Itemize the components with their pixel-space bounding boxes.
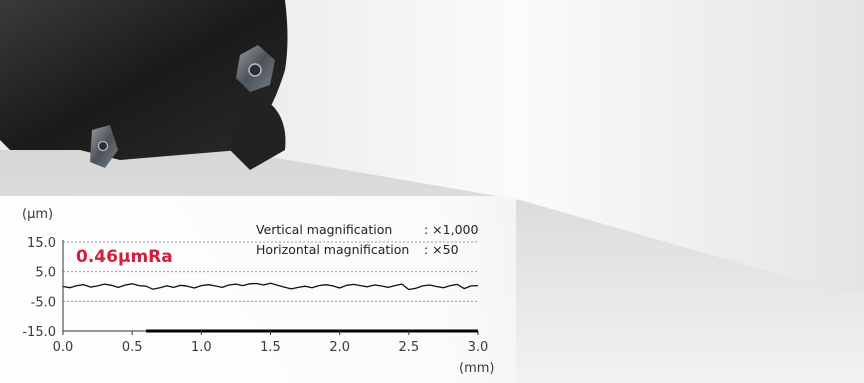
vertical-magnification-label: Vertical magnification [256,222,392,237]
x-unit-label: (mm) [459,361,494,376]
workpiece-top-surface [230,0,864,292]
insert-screw-lower-icon [97,140,109,152]
y-tick-label: 15.0 [27,236,56,251]
x-tick-label: 0.5 [122,340,143,355]
x-tick-label: 2.5 [398,340,419,355]
profile-series [62,282,479,291]
y-tick-label: -5.0 [31,295,56,310]
roughness-annotation: 0.46μmRa [76,247,173,267]
x-tick-label: 1.0 [191,340,212,355]
x-tick-label: 1.5 [260,340,281,355]
x-tick-label: 3.0 [468,340,489,355]
reference-lines [63,241,478,302]
surface-roughness-chart: (μm) (mm) 0.46μmRa Vertical magnificatio… [22,207,494,376]
vertical-magnification-value: : ×1,000 [424,222,478,237]
tick-labels: 15.0 5.0 -5.0 -15.00.0 0.5 1.0 1.5 2.0 2.5 3.0 [22,236,488,355]
y-tick-label: 5.0 [35,266,56,281]
insert-screw-upper-icon [248,63,262,77]
cutter-shadow [230,90,286,170]
profile-line [62,282,479,291]
horizontal-magnification-value: : ×50 [424,242,459,257]
x-tick-label: 2.0 [329,340,350,355]
x-tick-label: 0.0 [53,340,74,355]
y-tick-label: -15.0 [22,325,56,340]
y-unit-label: (μm) [22,207,53,222]
milling-cutter-body [0,0,288,160]
horizontal-magnification-label: Horizontal magnification [256,242,409,257]
surface-profile-panel [0,196,516,383]
